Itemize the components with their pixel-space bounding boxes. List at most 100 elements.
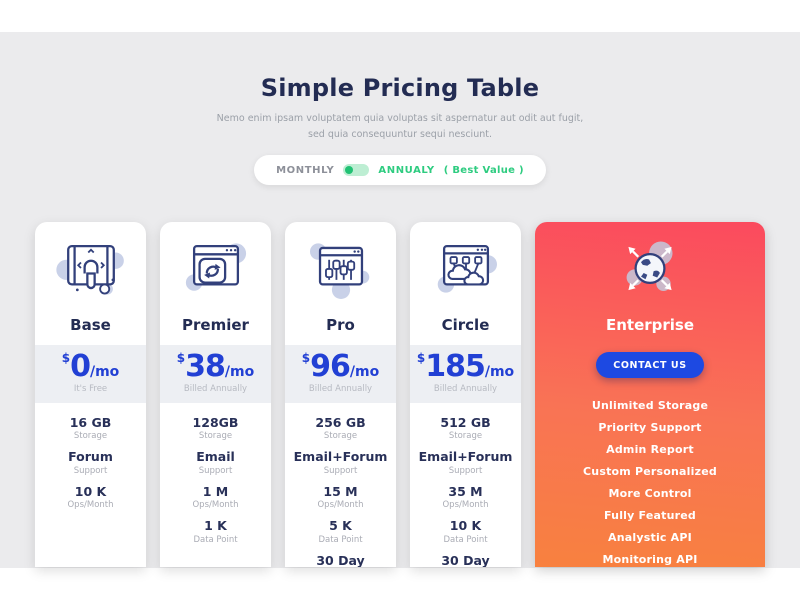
feature-item: Custom Personalized	[583, 465, 717, 478]
price-amount: 185	[425, 349, 486, 384]
feature-label: Ops/Month	[442, 500, 489, 511]
touch-screen-icon	[55, 244, 124, 295]
price-period: /mo	[89, 364, 120, 380]
feature-item: 16 GB Storage	[35, 415, 146, 441]
feature-label: Storage	[198, 431, 233, 442]
feature-label: Support	[448, 465, 483, 476]
feature-label: Data Point	[443, 534, 488, 545]
plan-name: Premier	[182, 316, 249, 334]
price-period: /mo	[484, 364, 515, 380]
feature-value: Forum	[68, 449, 113, 465]
feature-value: 10 K	[74, 483, 107, 499]
sliders-window-icon	[309, 243, 369, 299]
feature-value: 5 K	[329, 518, 352, 534]
pricing-cards-row: Base $0/mo It's Free 16 GB Storage Forum…	[0, 222, 800, 567]
feature-value: 16 GB	[69, 415, 112, 430]
plan-card-enterprise: Enterprise CONTACT US Unlimited Storage …	[535, 222, 765, 567]
feature-item: Fully Featured	[604, 509, 696, 522]
feature-item: 1 K Data Point	[160, 518, 271, 545]
price-band: $185/mo Billed Annually	[410, 345, 521, 403]
feature-list: 128GB Storage Email Support 1 M Ops/Mont…	[160, 403, 271, 545]
feature-value: 256 GB	[315, 415, 366, 430]
feature-value: 10 K	[449, 518, 482, 534]
feature-value: 1 M	[202, 483, 229, 499]
price-currency: $	[301, 351, 311, 365]
plan-icon-wrap	[160, 222, 271, 313]
feature-item: Monitoring API	[602, 553, 698, 566]
feature-item: 512 GB Storage	[410, 415, 521, 442]
feature-label: Storage	[448, 431, 483, 442]
feature-item: 10 K Ops/Month	[35, 483, 146, 511]
price-note: Billed Annually	[183, 384, 248, 394]
feature-label: Ops/Month	[192, 500, 239, 511]
price-band: $0/mo It's Free	[35, 345, 146, 403]
feature-item: 128GB Storage	[160, 415, 271, 442]
plan-name: Circle	[441, 316, 490, 334]
billing-toggle[interactable]: MONTHLY ANNUALY ( Best Value )	[254, 155, 546, 186]
billing-switch[interactable]	[343, 164, 370, 177]
feature-item: 30 Day Analytic	[285, 552, 396, 567]
price-amount: 96	[310, 349, 351, 384]
annually-label[interactable]: ANNUALY	[378, 164, 435, 176]
feature-item: Admin Report	[606, 443, 694, 456]
feature-item: More Control	[608, 487, 692, 500]
feature-item: Analystic API	[608, 531, 692, 544]
feature-list: 256 GB Storage Email+Forum Support 15 M …	[285, 403, 396, 567]
pricing-section: Simple Pricing Table Nemo enim ipsam vol…	[0, 32, 800, 568]
feature-item: 1 M Ops/Month	[160, 483, 271, 511]
subtitle-line-2: sed quia consequuntur sequi nesciunt.	[308, 128, 492, 140]
feature-label: Ops/Month	[317, 500, 364, 511]
feature-value: Email+Forum	[293, 449, 388, 465]
price-note: It's Free	[73, 384, 108, 394]
plan-card-base: Base $0/mo It's Free 16 GB Storage Forum…	[35, 222, 146, 567]
sync-window-icon	[185, 243, 246, 291]
feature-value: 512 GB	[440, 415, 491, 430]
feature-item: Priority Support	[598, 421, 702, 434]
feature-value: Email+Forum	[418, 449, 513, 465]
feature-item: 10 K Data Point	[410, 518, 521, 545]
feature-value: 15 M	[323, 483, 358, 499]
feature-list: 16 GB Storage Forum Support 10 K Ops/Mon…	[35, 403, 146, 510]
contact-us-button[interactable]: CONTACT US	[596, 352, 704, 378]
page-subtitle: Nemo enim ipsam voluptatem quia voluptas…	[0, 111, 800, 142]
price-amount: 38	[185, 349, 226, 384]
feature-value: Email	[196, 449, 235, 465]
price-currency: $	[416, 351, 426, 365]
feature-label: Storage	[323, 431, 358, 442]
feature-value: 30 Day	[441, 552, 490, 567]
feature-label: Ops/Month	[67, 500, 114, 511]
feature-item: Email Support	[160, 449, 271, 475]
feature-item: 15 M Ops/Month	[285, 483, 396, 511]
feature-item: 5 K Data Point	[285, 518, 396, 544]
price-note: Billed Annually	[308, 384, 373, 394]
plan-card-premier: Premier $38/mo Billed Annually 128GB Sto…	[160, 222, 271, 567]
switch-knob-icon	[345, 166, 354, 175]
plan-name: Base	[70, 316, 111, 334]
plan-icon-wrap	[285, 222, 396, 313]
feature-value: 30 Day	[316, 552, 365, 567]
price-amount: 0	[70, 349, 91, 384]
monthly-label[interactable]: MONTHLY	[276, 164, 335, 176]
price-period: /mo	[224, 364, 255, 380]
enterprise-feature-list: Unlimited Storage Priority Support Admin…	[535, 399, 765, 567]
feature-item: Unlimited Storage	[591, 399, 709, 412]
plan-icon-wrap	[410, 222, 521, 313]
price-currency: $	[61, 351, 71, 365]
plan-card-pro: Pro $96/mo Billed Annually 256 GB Storag…	[285, 222, 396, 567]
feature-label: Data Point	[193, 534, 238, 545]
page-title: Simple Pricing Table	[260, 74, 540, 102]
feature-list: 512 GB Storage Email+Forum Support 35 M …	[410, 403, 521, 567]
plan-name: Pro	[326, 316, 355, 334]
feature-label: Support	[323, 465, 358, 476]
best-value-badge: ( Best Value )	[443, 164, 524, 176]
feature-value: 128GB	[192, 415, 239, 430]
price-note: Billed Annually	[433, 384, 498, 394]
feature-label: Support	[73, 465, 108, 476]
plan-card-circle: Circle $185/mo Billed Annually 512 GB St…	[410, 222, 521, 567]
feature-item: 30 Day Analistic	[410, 552, 521, 567]
price-currency: $	[176, 351, 186, 365]
plan-icon-wrap	[535, 222, 765, 313]
nodes-cloud-window-icon	[437, 244, 497, 293]
feature-value: 1 K	[204, 518, 227, 534]
feature-item: Forum Support	[35, 449, 146, 476]
